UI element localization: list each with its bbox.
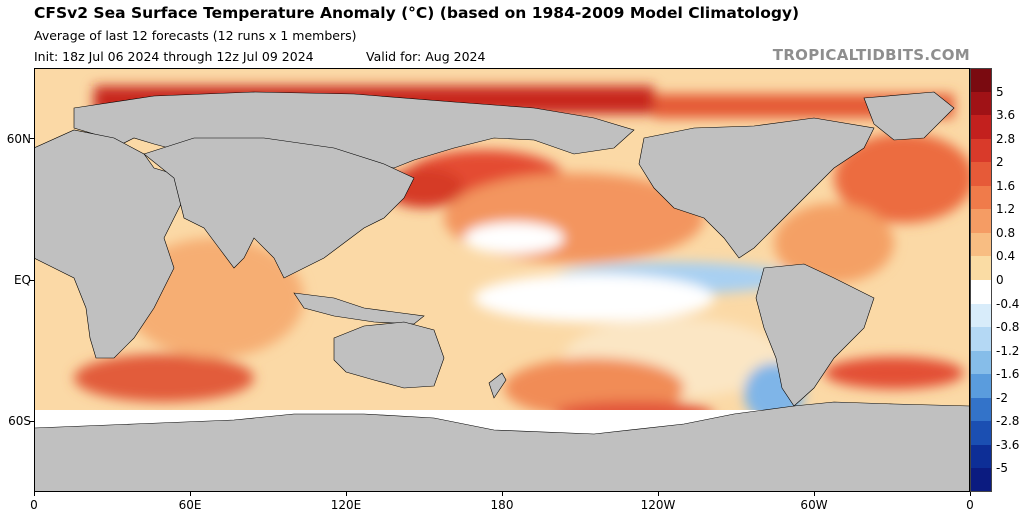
australia — [333, 321, 445, 389]
natl-mid — [774, 203, 894, 283]
colorbar-tick-label: -2 — [996, 390, 1008, 405]
y-tick-label: 60S — [8, 414, 31, 429]
x-tick-label: 120W — [640, 498, 676, 512]
colorbar-segment — [970, 350, 992, 375]
new-zealand — [488, 372, 507, 399]
x-tick — [189, 492, 191, 496]
asia — [143, 137, 415, 279]
colorbar-tick-label: -2.8 — [996, 414, 1020, 429]
colorbar-segment — [970, 115, 992, 140]
colorbar-tick-label: 1.2 — [996, 202, 1016, 217]
colorbar-segment — [970, 232, 992, 257]
colorbar-tick-label: 5 — [996, 84, 1004, 99]
colorbar-tick-label: -1.2 — [996, 343, 1020, 358]
x-tick-label: 0 — [966, 498, 974, 512]
wpac-white — [464, 222, 564, 254]
init-text: Init: 18z Jul 06 2024 through 12z Jul 09… — [34, 49, 314, 64]
colorbar-tick-label: -0.4 — [996, 296, 1020, 311]
colorbar-tick-label: -3.6 — [996, 437, 1020, 452]
x-tick-label: 120E — [330, 498, 362, 512]
x-tick — [501, 492, 503, 496]
colorbar-tick-label: -1.6 — [996, 367, 1020, 382]
x-tick — [657, 492, 659, 496]
colorbar-segment — [970, 421, 992, 446]
y-tick — [30, 420, 34, 422]
colorbar-tick-label: 2 — [996, 155, 1004, 170]
x-tick — [813, 492, 815, 496]
x-tick-label: 60W — [800, 498, 828, 512]
x-tick-label: 0 — [30, 498, 38, 512]
colorbar-segment — [970, 468, 992, 493]
colorbar-segment — [970, 68, 992, 93]
colorbar-segment — [970, 444, 992, 469]
sio-warm — [74, 354, 254, 402]
valid-text: Valid for: Aug 2024 — [366, 49, 486, 64]
y-tick-label: EQ — [13, 273, 31, 287]
colorbar-tick-label: 0.8 — [996, 225, 1016, 240]
satl-warm — [824, 357, 964, 389]
chart-subtitle: Average of last 12 forecasts (12 runs x … — [34, 28, 357, 43]
colorbar-tick-label: -5 — [996, 461, 1008, 476]
natl-warm — [834, 133, 970, 223]
greenland — [863, 91, 955, 141]
colorbar-segment — [970, 374, 992, 399]
chart-title: CFSv2 Sea Surface Temperature Anomaly (°… — [34, 4, 800, 22]
map-frame — [34, 68, 970, 492]
colorbar-tick-label: 1.6 — [996, 178, 1016, 193]
colorbar-tick-label: 2.8 — [996, 131, 1016, 146]
colorbar-segment — [970, 138, 992, 163]
eq-pac-neutral — [474, 274, 714, 322]
colorbar — [970, 68, 992, 493]
x-tick — [345, 492, 347, 496]
colorbar-tick-label: -0.8 — [996, 320, 1020, 335]
colorbar-segment — [970, 303, 992, 328]
colorbar-segment — [970, 185, 992, 210]
colorbar-segment — [970, 256, 992, 281]
colorbar-tick-label: 3.6 — [996, 108, 1016, 123]
antarctica — [34, 401, 970, 492]
colorbar-frame — [970, 68, 992, 492]
sst-anomaly-map — [34, 68, 970, 492]
x-tick-label: 60E — [178, 498, 202, 512]
colorbar-tick-label: 0 — [996, 273, 1004, 287]
colorbar-segment — [970, 280, 992, 305]
colorbar-segment — [970, 91, 992, 116]
y-tick-label: 60N — [6, 131, 31, 146]
colorbar-segment — [970, 209, 992, 234]
y-tick — [30, 279, 34, 281]
colorbar-tick-label: 0.4 — [996, 249, 1016, 264]
colorbar-segment — [970, 397, 992, 422]
x-tick-label: 180 — [490, 498, 514, 512]
south-america — [755, 263, 875, 407]
north-america — [638, 117, 875, 259]
indonesia — [293, 292, 425, 325]
x-tick — [969, 492, 971, 496]
africa-europe — [34, 129, 185, 359]
brand-watermark: TROPICALTIDBITS.COM — [772, 46, 970, 64]
colorbar-segment — [970, 162, 992, 187]
x-tick — [33, 492, 35, 496]
colorbar-segment — [970, 327, 992, 352]
y-tick — [30, 138, 34, 140]
